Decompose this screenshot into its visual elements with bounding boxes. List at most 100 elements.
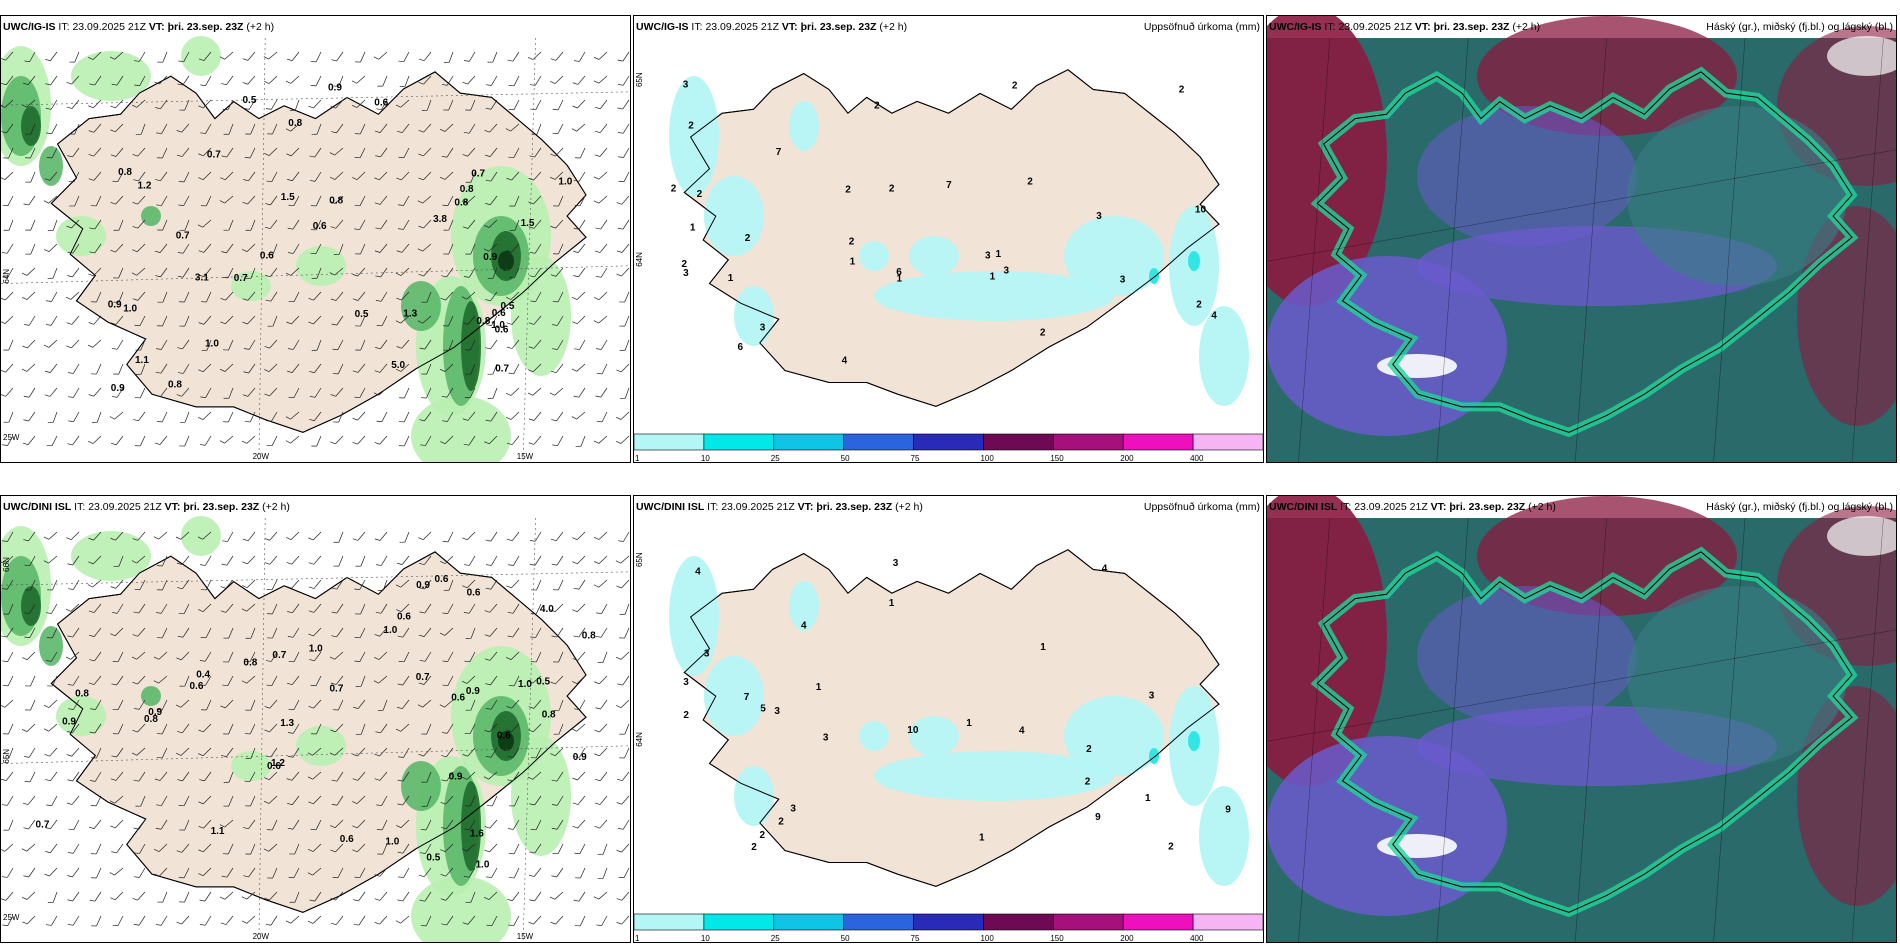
- wind-barb: [219, 435, 234, 444]
- wind-barb: [243, 171, 256, 182]
- wind-barb: [2, 651, 14, 662]
- wind-barb: [242, 291, 256, 301]
- wind-barb: [528, 171, 542, 181]
- precip-light: [181, 36, 221, 76]
- wind-barb: [395, 267, 410, 276]
- wind-barb: [596, 339, 608, 350]
- wind-barb: [484, 651, 498, 661]
- precip-value-label: 1: [966, 718, 972, 729]
- wind-barb: [506, 579, 520, 589]
- wind-barb: [441, 771, 454, 782]
- wind-barb: [572, 531, 586, 541]
- wind-barb: [464, 651, 476, 663]
- wind-barb: [529, 75, 542, 86]
- wind-barb: [418, 75, 432, 85]
- precip-value-label: 0.9: [62, 716, 76, 727]
- wind-barb: [333, 411, 344, 423]
- precip-light: [1064, 216, 1164, 296]
- wind-barb: [110, 99, 124, 109]
- wind-barb: [508, 915, 520, 927]
- wind-barb: [311, 723, 322, 735]
- wind-barb: [553, 723, 564, 735]
- wind-barb: [243, 867, 256, 878]
- wind-barb: [111, 435, 124, 446]
- precip-value-label: 1.0: [476, 859, 490, 870]
- wind-barb: [530, 603, 542, 615]
- precip-value-label: 0.6: [495, 325, 509, 336]
- wind-barb: [69, 51, 80, 63]
- wind-barb: [46, 147, 58, 159]
- wind-barb: [465, 699, 476, 711]
- wind-barb: [310, 219, 322, 231]
- precip-light: [859, 241, 889, 271]
- panel-header: UWC/IG-IS IT: 23.09.2025 21Z VT: þri. 23…: [1269, 21, 1541, 33]
- wind-barb: [1, 363, 14, 373]
- wind-barb: [1, 627, 14, 638]
- wind-barb: [219, 819, 234, 828]
- wind-barb: [440, 867, 454, 877]
- wind-barb: [375, 555, 388, 566]
- wind-barb: [88, 99, 102, 109]
- precip-heavy: [461, 781, 481, 871]
- precip-value-label: 0.8: [329, 196, 343, 207]
- precip-value-label: 0.5: [501, 301, 515, 312]
- wind-barb: [307, 867, 322, 876]
- wind-barb: [288, 291, 300, 303]
- wind-barb: [242, 555, 256, 565]
- wind-barb: [245, 219, 256, 231]
- wind-barb: [571, 411, 586, 420]
- wind-barb: [242, 315, 256, 325]
- wind-barb: [285, 75, 300, 84]
- precip-value-label: 2: [760, 830, 766, 841]
- wind-barb: [23, 315, 36, 326]
- wind-barb: [573, 387, 586, 398]
- grid-line: [1298, 37, 1331, 462]
- wind-barb: [507, 819, 520, 830]
- wind-barb: [331, 315, 344, 326]
- grid-line: [522, 517, 536, 942]
- wind-barb: [133, 603, 146, 614]
- precip-value-label: 7: [946, 180, 952, 191]
- wind-barb: [573, 627, 586, 638]
- wind-barb: [288, 387, 300, 399]
- wind-barb: [376, 819, 388, 831]
- wind-barb: [266, 819, 278, 831]
- wind-barb: [421, 99, 432, 111]
- wind-barb: [88, 315, 102, 325]
- precip-value-label: 6: [738, 342, 744, 353]
- wind-barb: [332, 339, 344, 351]
- wind-barb: [177, 771, 190, 782]
- wind-barb: [154, 75, 168, 85]
- wind-barb: [223, 795, 234, 807]
- precip-moderate: [401, 281, 441, 331]
- wind-barb: [264, 363, 278, 372]
- panel-wind-dini: 20W 15W 25W 65N 66N 0.8 0.9 0.7 1.1 0.6 0.7 0.6 0.7 0…: [0, 495, 631, 943]
- precip-value-label: 0.9: [328, 82, 342, 93]
- wind-barb: [462, 579, 476, 589]
- precip-value-label: 1: [897, 274, 903, 285]
- wind-barb: [67, 891, 80, 902]
- wind-barb: [421, 291, 432, 303]
- wind-barb: [486, 915, 498, 927]
- colorbar-label: 25: [771, 934, 780, 942]
- wind-barb: [45, 819, 58, 830]
- wind-barb: [619, 387, 630, 399]
- wind-barb: [443, 51, 454, 63]
- wind-barb: [132, 291, 146, 301]
- precip-value-label: 0.6: [313, 221, 327, 232]
- precip-value-label: 0.7: [416, 672, 430, 683]
- wind-barb: [66, 531, 80, 541]
- wind-barb: [506, 171, 520, 181]
- wind-barb: [43, 723, 58, 732]
- wind-barb: [375, 291, 388, 302]
- wind-barb: [264, 555, 278, 565]
- wind-barb: [25, 579, 36, 591]
- wind-barb: [377, 579, 388, 591]
- precip-value-label: 1.6: [470, 829, 484, 840]
- wind-barb: [156, 195, 168, 206]
- wind-barb: [88, 123, 102, 133]
- wind-barb: [177, 75, 190, 86]
- colorbar-swatch: [1122, 913, 1194, 931]
- wind-barb: [508, 867, 520, 879]
- wind-barb: [616, 267, 630, 277]
